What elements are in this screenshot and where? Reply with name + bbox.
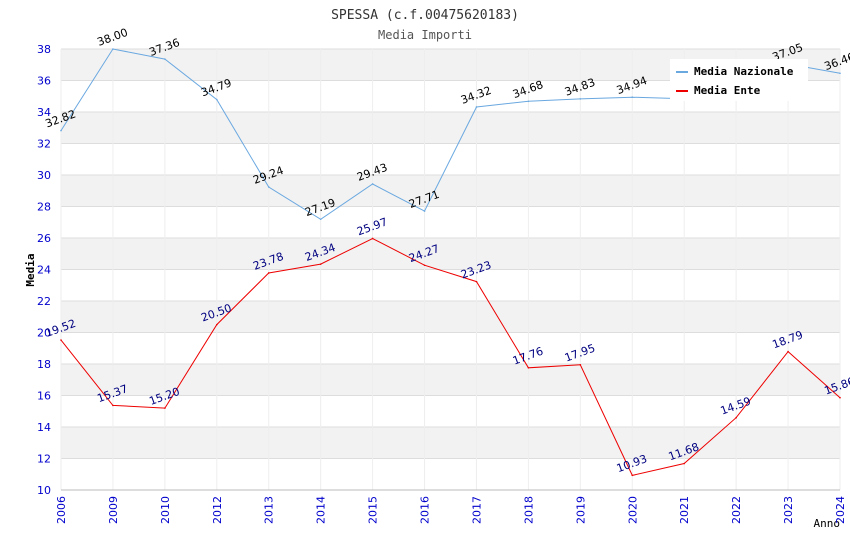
data-point xyxy=(527,100,530,103)
chart-title: SPESSA (c.f.00475620183) xyxy=(331,8,519,23)
plot-band xyxy=(61,458,840,490)
x-tick-label: 2023 xyxy=(782,496,795,524)
x-tick-label: 2022 xyxy=(730,496,743,524)
data-point xyxy=(112,404,114,407)
x-tick-label: 2010 xyxy=(159,496,172,524)
data-point xyxy=(475,280,478,283)
legend-box xyxy=(670,59,808,101)
data-point xyxy=(423,264,426,267)
y-tick-label: 22 xyxy=(37,295,51,308)
y-tick-label: 36 xyxy=(37,75,51,88)
x-tick-label: 2024 xyxy=(834,496,847,524)
x-tick-label: 2013 xyxy=(263,496,276,524)
y-tick-label: 38 xyxy=(37,43,51,56)
plot-band xyxy=(61,112,840,144)
data-point xyxy=(60,339,62,341)
data-point xyxy=(579,98,582,100)
y-tick-label: 28 xyxy=(37,201,51,214)
data-point xyxy=(735,416,737,419)
x-tick-label: 2021 xyxy=(678,496,691,524)
data-point xyxy=(216,98,218,101)
data-point xyxy=(164,58,166,60)
y-tick-label: 30 xyxy=(37,169,51,182)
data-point xyxy=(527,366,530,369)
plot-band xyxy=(61,427,840,459)
data-point xyxy=(683,462,685,465)
data-point xyxy=(423,210,426,212)
data-point xyxy=(164,407,166,409)
y-tick-label: 12 xyxy=(37,453,51,466)
data-point xyxy=(839,396,841,399)
plot-band xyxy=(61,395,840,427)
x-tick-label: 2018 xyxy=(522,496,535,524)
x-tick-label: 2016 xyxy=(419,496,432,524)
chart-subtitle: Media Importi xyxy=(378,28,472,42)
data-point xyxy=(475,106,478,108)
x-tick-label: 2012 xyxy=(211,496,224,524)
y-tick-label: 24 xyxy=(37,264,51,277)
y-tick-label: 10 xyxy=(37,484,51,497)
y-tick-label: 14 xyxy=(37,421,51,434)
plot-band xyxy=(61,332,840,364)
y-tick-label: 34 xyxy=(37,106,51,119)
y-tick-label: 16 xyxy=(37,390,51,403)
data-point xyxy=(319,218,322,221)
plot-band xyxy=(61,175,840,207)
data-point xyxy=(319,263,322,265)
data-point xyxy=(579,363,582,366)
x-tick-label: 2014 xyxy=(315,496,328,524)
data-label: 38.00 xyxy=(96,26,130,49)
data-point xyxy=(267,272,270,274)
y-tick-label: 32 xyxy=(37,138,51,151)
x-tick-label: 2017 xyxy=(470,496,483,524)
plot-band xyxy=(61,206,840,238)
data-point xyxy=(216,323,218,326)
plot-band xyxy=(61,364,840,396)
plot-band xyxy=(61,301,840,333)
plot-bands xyxy=(61,49,840,490)
y-axis-label: Media xyxy=(24,253,37,286)
plot-band xyxy=(61,269,840,301)
gridlines xyxy=(60,48,841,491)
data-point xyxy=(371,183,374,185)
x-axis-label: Anno xyxy=(814,517,841,530)
x-tick-label: 2009 xyxy=(107,496,120,524)
legend-label-media-nazionale: Media Nazionale xyxy=(694,65,794,78)
data-point xyxy=(787,350,789,353)
x-tick-label: 2006 xyxy=(55,496,68,524)
data-point xyxy=(267,186,270,188)
data-point xyxy=(839,72,841,75)
legend: Media Nazionale Media Ente xyxy=(670,59,808,101)
y-tick-labels: 10 12 14 16 18 20 22 24 26 28 30 32 34 36 38 xyxy=(37,43,51,497)
y-tick-label: 18 xyxy=(37,358,51,371)
x-tick-labels: 2006 2009 2010 2012 2013 2014 2015 2016 2017 2018… xyxy=(55,496,847,524)
data-point xyxy=(631,474,634,477)
series-line-media-ente xyxy=(60,237,841,476)
y-tick-label: 20 xyxy=(37,327,51,340)
data-point xyxy=(60,129,62,132)
data-point xyxy=(371,237,374,240)
data-point xyxy=(112,48,114,50)
x-tick-label: 2019 xyxy=(574,496,587,524)
plot-band xyxy=(61,238,840,270)
y-tick-label: 26 xyxy=(37,232,51,245)
legend-label-media-ente: Media Ente xyxy=(694,84,761,97)
x-tick-label: 2015 xyxy=(367,496,380,524)
data-point xyxy=(631,96,634,98)
x-tick-label: 2020 xyxy=(626,496,639,524)
